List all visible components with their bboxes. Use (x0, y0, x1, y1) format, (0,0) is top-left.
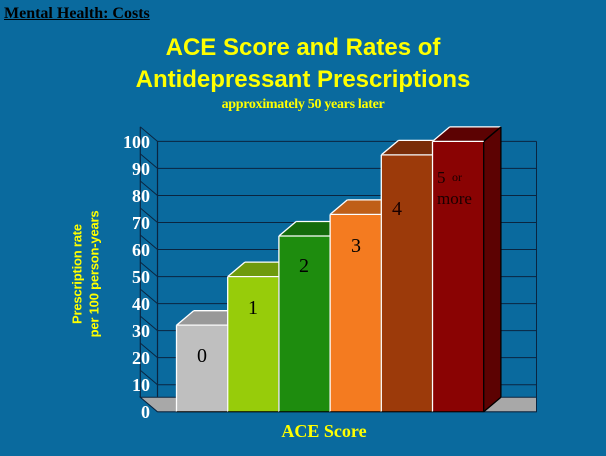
svg-text:90: 90 (132, 159, 150, 179)
svg-text:80: 80 (132, 186, 150, 206)
svg-text:100: 100 (123, 132, 150, 152)
svg-text:or: or (452, 170, 462, 184)
svg-text:70: 70 (132, 213, 150, 233)
svg-text:10: 10 (132, 375, 150, 395)
svg-text:1: 1 (248, 297, 258, 319)
svg-text:20: 20 (132, 348, 150, 368)
svg-text:40: 40 (132, 294, 150, 314)
svg-text:4: 4 (392, 198, 402, 220)
svg-text:0: 0 (141, 402, 150, 422)
svg-text:2: 2 (299, 255, 309, 277)
svg-text:5: 5 (437, 168, 446, 187)
svg-text:60: 60 (132, 240, 150, 260)
svg-text:more: more (437, 189, 472, 208)
svg-text:30: 30 (132, 321, 150, 341)
svg-text:0: 0 (197, 345, 207, 367)
svg-text:3: 3 (351, 235, 361, 257)
svg-text:ACE Score: ACE Score (281, 421, 366, 441)
svg-text:50: 50 (132, 267, 150, 287)
